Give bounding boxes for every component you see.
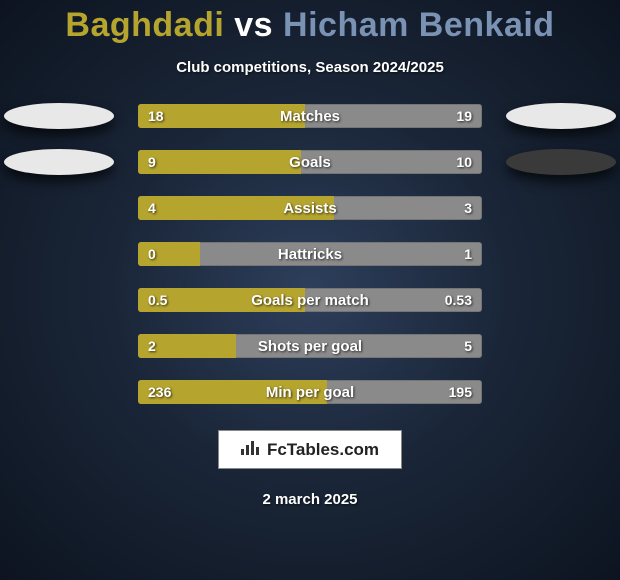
player1-name: Baghdadi — [65, 6, 224, 44]
footer-date: 2 march 2025 — [262, 491, 357, 508]
subtitle: Club competitions, Season 2024/2025 — [176, 59, 444, 76]
stat-value-left: 236 — [138, 380, 181, 404]
stat-bar: 25Shots per goal — [138, 334, 482, 358]
page-title: Baghdadi vs Hicham Benkaid — [65, 6, 554, 45]
stat-value-right: 10 — [446, 150, 482, 174]
stat-bar: 236195Min per goal — [138, 380, 482, 404]
stat-value-left: 0.5 — [138, 288, 177, 312]
stat-value-right: 1 — [454, 242, 482, 266]
stat-bar: 1819Matches — [138, 104, 482, 128]
stat-value-left: 4 — [138, 196, 166, 220]
stat-row: 910Goals — [0, 150, 620, 174]
vs-text: vs — [234, 6, 273, 44]
stat-bar: 0.50.53Goals per match — [138, 288, 482, 312]
stat-value-right: 195 — [439, 380, 482, 404]
stat-value-right: 19 — [446, 104, 482, 128]
stat-row: 25Shots per goal — [0, 334, 620, 358]
stat-row: 236195Min per goal — [0, 380, 620, 404]
team-oval-left — [4, 149, 114, 175]
content: Baghdadi vs Hicham Benkaid Club competit… — [0, 0, 620, 580]
stat-bar-fill — [138, 196, 334, 220]
stat-bar: 43Assists — [138, 196, 482, 220]
stat-row: 1819Matches — [0, 104, 620, 128]
stat-row: 43Assists — [0, 196, 620, 220]
stat-value-left: 0 — [138, 242, 166, 266]
stat-value-left: 9 — [138, 150, 166, 174]
player2-name: Hicham Benkaid — [283, 6, 555, 44]
stat-value-right: 0.53 — [435, 288, 482, 312]
footer-badge[interactable]: FcTables.com — [218, 430, 402, 469]
team-oval-right — [506, 149, 616, 175]
stats-rows: 1819Matches910Goals43Assists01Hattricks0… — [0, 104, 620, 404]
team-oval-right — [506, 103, 616, 129]
stat-bar: 01Hattricks — [138, 242, 482, 266]
stat-row: 01Hattricks — [0, 242, 620, 266]
stat-value-right: 3 — [454, 196, 482, 220]
stat-row: 0.50.53Goals per match — [0, 288, 620, 312]
footer-brand: FcTables.com — [267, 440, 379, 460]
stat-value-left: 2 — [138, 334, 166, 358]
stat-bar: 910Goals — [138, 150, 482, 174]
team-oval-left — [4, 103, 114, 129]
stat-value-right: 5 — [454, 334, 482, 358]
chart-icon — [241, 439, 259, 460]
stat-value-left: 18 — [138, 104, 174, 128]
